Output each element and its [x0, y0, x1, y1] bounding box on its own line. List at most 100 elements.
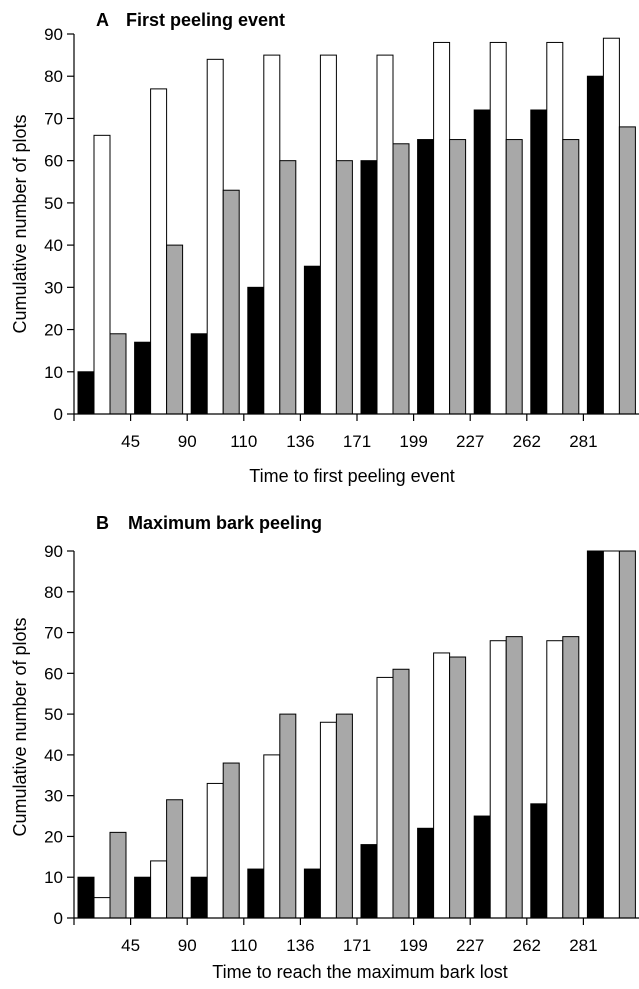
- y-tick-label: 10: [44, 868, 63, 887]
- x-axis-title: Time to reach the maximum bark lost: [212, 962, 507, 982]
- chart-title: Maximum bark peeling: [128, 513, 322, 533]
- bar: [335, 713, 353, 919]
- y-tick-label: 0: [54, 405, 63, 424]
- x-tick-label: 45: [121, 432, 140, 451]
- x-tick-label: 227: [456, 936, 484, 955]
- y-axis-title: Cumulative number of plots: [10, 114, 30, 333]
- bar: [433, 41, 451, 415]
- y-tick-label: 70: [44, 624, 63, 643]
- bar-group: [77, 550, 636, 919]
- bar: [586, 75, 604, 415]
- bar: [150, 88, 168, 415]
- bar: [602, 550, 620, 919]
- x-tick-label: 171: [343, 936, 371, 955]
- y-tick-label: 50: [44, 705, 63, 724]
- bar: [360, 160, 378, 415]
- bar: [150, 860, 168, 919]
- y-tick-label: 80: [44, 67, 63, 86]
- x-tick-label: 136: [286, 432, 314, 451]
- panel-letter: B: [96, 513, 109, 533]
- y-tick-label: 30: [44, 787, 63, 806]
- x-tick-label: 90: [178, 936, 197, 955]
- x-tick-label: 136: [286, 936, 314, 955]
- y-tick-label: 90: [44, 25, 63, 44]
- bar: [263, 54, 281, 415]
- y-tick-label: 90: [44, 542, 63, 561]
- bar: [489, 640, 507, 919]
- bar: [449, 139, 467, 415]
- bar: [303, 868, 321, 919]
- bar: [134, 341, 152, 415]
- bar: [392, 143, 410, 415]
- x-tick-label: 199: [399, 432, 427, 451]
- bar: [449, 656, 467, 919]
- bar: [433, 652, 451, 919]
- panel-letter: A: [96, 10, 109, 30]
- bar: [279, 160, 297, 415]
- bar: [586, 550, 604, 919]
- bar: [263, 754, 281, 919]
- y-tick-label: 20: [44, 827, 63, 846]
- bar: [319, 54, 337, 415]
- bar: [473, 815, 491, 919]
- x-tick-label: 262: [513, 936, 541, 955]
- bar: [109, 831, 127, 919]
- chart-panel-b: B Maximum bark peeling Time to reach the…: [10, 513, 639, 982]
- x-tick-label: 110: [230, 936, 257, 955]
- x-tick-label: 281: [569, 432, 597, 451]
- bar: [505, 636, 523, 919]
- axes: 0 10 20 30 40 50 60 70 80 90 45 90 110 136 171 199 227 26…: [44, 542, 639, 955]
- bar: [530, 109, 548, 415]
- bar: [618, 126, 636, 415]
- y-tick-label: 70: [44, 109, 63, 128]
- bar: [93, 134, 111, 415]
- bar: [93, 897, 111, 919]
- bar: [222, 762, 240, 919]
- bar: [109, 333, 127, 415]
- bar: [77, 371, 95, 415]
- bar: [134, 876, 152, 919]
- bar: [166, 244, 184, 415]
- chart-panel-a: A First peeling event Time to first peel…: [10, 10, 639, 486]
- bar: [166, 799, 184, 919]
- bar: [360, 844, 378, 919]
- y-axis-title: Cumulative number of plots: [10, 617, 30, 836]
- y-tick-label: 20: [44, 321, 63, 340]
- bar-group: [77, 37, 636, 415]
- axes: 0 10 20 30 40 50 60 70 80 90 45 90 110 136 171 199 227 26…: [44, 25, 639, 451]
- x-tick-label: 110: [230, 432, 257, 451]
- bar: [206, 782, 224, 919]
- y-tick-label: 10: [44, 363, 63, 382]
- bar: [530, 803, 548, 919]
- bar: [376, 54, 394, 415]
- bar: [303, 265, 321, 415]
- bar: [562, 139, 580, 415]
- x-tick-label: 45: [121, 936, 140, 955]
- y-tick-label: 40: [44, 236, 63, 255]
- x-tick-label: 171: [343, 432, 371, 451]
- bar: [546, 640, 564, 919]
- x-axis-title: Time to first peeling event: [249, 466, 454, 486]
- bar: [602, 37, 620, 415]
- x-tick-label: 281: [569, 936, 597, 955]
- bar: [417, 139, 435, 415]
- bar: [546, 41, 564, 415]
- y-tick-label: 0: [54, 909, 63, 928]
- bar: [417, 827, 435, 919]
- bar: [489, 41, 507, 415]
- y-tick-label: 40: [44, 746, 63, 765]
- bar: [222, 189, 240, 415]
- x-tick-label: 227: [456, 432, 484, 451]
- bar: [190, 333, 208, 415]
- x-tick-label: 90: [178, 432, 197, 451]
- bar: [618, 550, 636, 919]
- y-tick-label: 50: [44, 194, 63, 213]
- bar: [473, 109, 491, 415]
- bar: [206, 58, 224, 415]
- bar: [505, 139, 523, 415]
- bar: [77, 876, 95, 919]
- y-tick-label: 60: [44, 664, 63, 683]
- bar: [190, 876, 208, 919]
- bar: [247, 286, 265, 415]
